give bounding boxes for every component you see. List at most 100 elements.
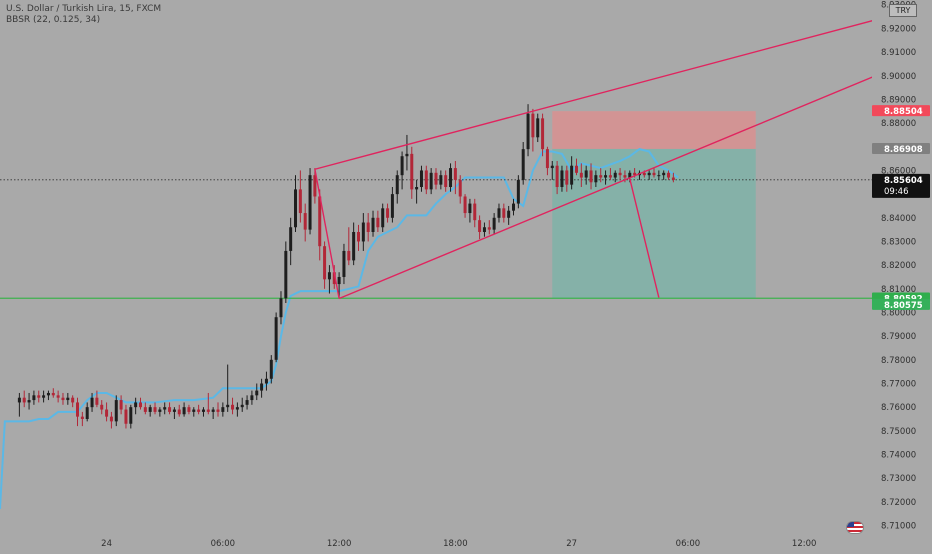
candle-body[interactable] xyxy=(255,390,259,396)
candle-body[interactable] xyxy=(22,397,26,403)
candle-body[interactable] xyxy=(526,113,530,150)
candle-body[interactable] xyxy=(231,404,235,410)
candle-body[interactable] xyxy=(376,217,380,228)
candle-body[interactable] xyxy=(444,175,448,188)
candle-body[interactable] xyxy=(478,220,482,232)
candle-body[interactable] xyxy=(245,400,249,405)
candle-body[interactable] xyxy=(599,175,603,178)
candle-body[interactable] xyxy=(206,409,210,412)
candle-body[interactable] xyxy=(453,168,457,180)
currency-badge[interactable]: TRY xyxy=(889,4,917,17)
price-label-stop[interactable] xyxy=(872,105,930,117)
candle-body[interactable] xyxy=(550,165,554,169)
candle-body[interactable] xyxy=(172,409,176,412)
candle-body[interactable] xyxy=(260,383,264,391)
candle-body[interactable] xyxy=(613,172,617,178)
candle-body[interactable] xyxy=(400,156,404,176)
candle-body[interactable] xyxy=(100,404,104,410)
candle-body[interactable] xyxy=(449,168,453,188)
time-axis-panel[interactable] xyxy=(0,535,872,550)
candle-body[interactable] xyxy=(298,189,302,214)
candle-body[interactable] xyxy=(439,175,443,185)
candle-body[interactable] xyxy=(279,298,283,318)
price-label-current[interactable] xyxy=(872,173,930,198)
candle-body[interactable] xyxy=(134,402,138,408)
candle-body[interactable] xyxy=(56,395,60,398)
candle-body[interactable] xyxy=(332,272,336,285)
candle-body[interactable] xyxy=(163,407,167,410)
candle-body[interactable] xyxy=(657,175,661,177)
price-label-target[interactable] xyxy=(872,298,930,310)
candle-body[interactable] xyxy=(662,172,666,176)
candle-body[interactable] xyxy=(32,395,36,401)
candle-body[interactable] xyxy=(633,172,637,176)
candle-body[interactable] xyxy=(143,407,147,412)
candle-body[interactable] xyxy=(294,189,298,228)
candle-body[interactable] xyxy=(371,217,375,232)
candle-body[interactable] xyxy=(671,177,675,180)
candle-body[interactable] xyxy=(337,276,341,285)
candle-body[interactable] xyxy=(429,172,433,190)
candle-body[interactable] xyxy=(628,172,632,178)
candle-body[interactable] xyxy=(560,170,564,188)
candle-body[interactable] xyxy=(124,409,128,424)
candle-body[interactable] xyxy=(347,250,351,261)
candle-body[interactable] xyxy=(555,165,559,188)
candle-body[interactable] xyxy=(536,118,540,138)
us-flag-icon[interactable] xyxy=(846,521,864,534)
candle-body[interactable] xyxy=(318,196,322,247)
projection-trendline[interactable] xyxy=(629,178,660,298)
candle-body[interactable] xyxy=(46,392,50,396)
candle-body[interactable] xyxy=(487,227,491,230)
candle-body[interactable] xyxy=(410,153,414,190)
candle-body[interactable] xyxy=(381,208,385,228)
candle-body[interactable] xyxy=(289,227,293,251)
candle-body[interactable] xyxy=(138,402,142,408)
candle-body[interactable] xyxy=(521,149,525,180)
candle-body[interactable] xyxy=(129,407,133,424)
candle-body[interactable] xyxy=(327,272,331,280)
stop-loss-zone[interactable] xyxy=(552,111,756,149)
candle-body[interactable] xyxy=(541,118,545,150)
candle-body[interactable] xyxy=(652,172,656,176)
candle-body[interactable] xyxy=(618,172,622,176)
candle-body[interactable] xyxy=(579,172,583,178)
candle-body[interactable] xyxy=(201,409,205,412)
wedge-upper-trendline[interactable] xyxy=(314,12,902,170)
candle-body[interactable] xyxy=(434,172,438,185)
candle-body[interactable] xyxy=(323,246,327,280)
candle-body[interactable] xyxy=(608,175,612,178)
candle-body[interactable] xyxy=(95,397,99,405)
candle-body[interactable] xyxy=(366,222,370,232)
candle-body[interactable] xyxy=(76,402,80,417)
candle-body[interactable] xyxy=(158,409,162,412)
candle-body[interactable] xyxy=(647,172,651,176)
candle-body[interactable] xyxy=(463,196,467,214)
candle-body[interactable] xyxy=(313,175,317,197)
candle-body[interactable] xyxy=(395,175,399,195)
candle-body[interactable] xyxy=(71,397,75,403)
candle-body[interactable] xyxy=(85,407,89,420)
candle-body[interactable] xyxy=(482,227,486,232)
candle-body[interactable] xyxy=(80,416,84,420)
candle-body[interactable] xyxy=(623,175,627,178)
candle-body[interactable] xyxy=(90,397,94,408)
candle-body[interactable] xyxy=(512,203,516,211)
candle-body[interactable] xyxy=(51,392,55,396)
candle-body[interactable] xyxy=(187,407,191,412)
candle-body[interactable] xyxy=(221,407,225,412)
candle-body[interactable] xyxy=(589,170,593,183)
candle-body[interactable] xyxy=(565,170,569,185)
candle-body[interactable] xyxy=(27,400,31,403)
candle-body[interactable] xyxy=(667,172,671,178)
candle-body[interactable] xyxy=(177,409,181,415)
candle-body[interactable] xyxy=(531,113,535,138)
candle-body[interactable] xyxy=(235,407,239,410)
candle-body[interactable] xyxy=(361,222,365,242)
candle-body[interactable] xyxy=(153,407,157,412)
candle-body[interactable] xyxy=(405,153,409,157)
candle-body[interactable] xyxy=(66,397,70,401)
candle-body[interactable] xyxy=(240,404,244,408)
